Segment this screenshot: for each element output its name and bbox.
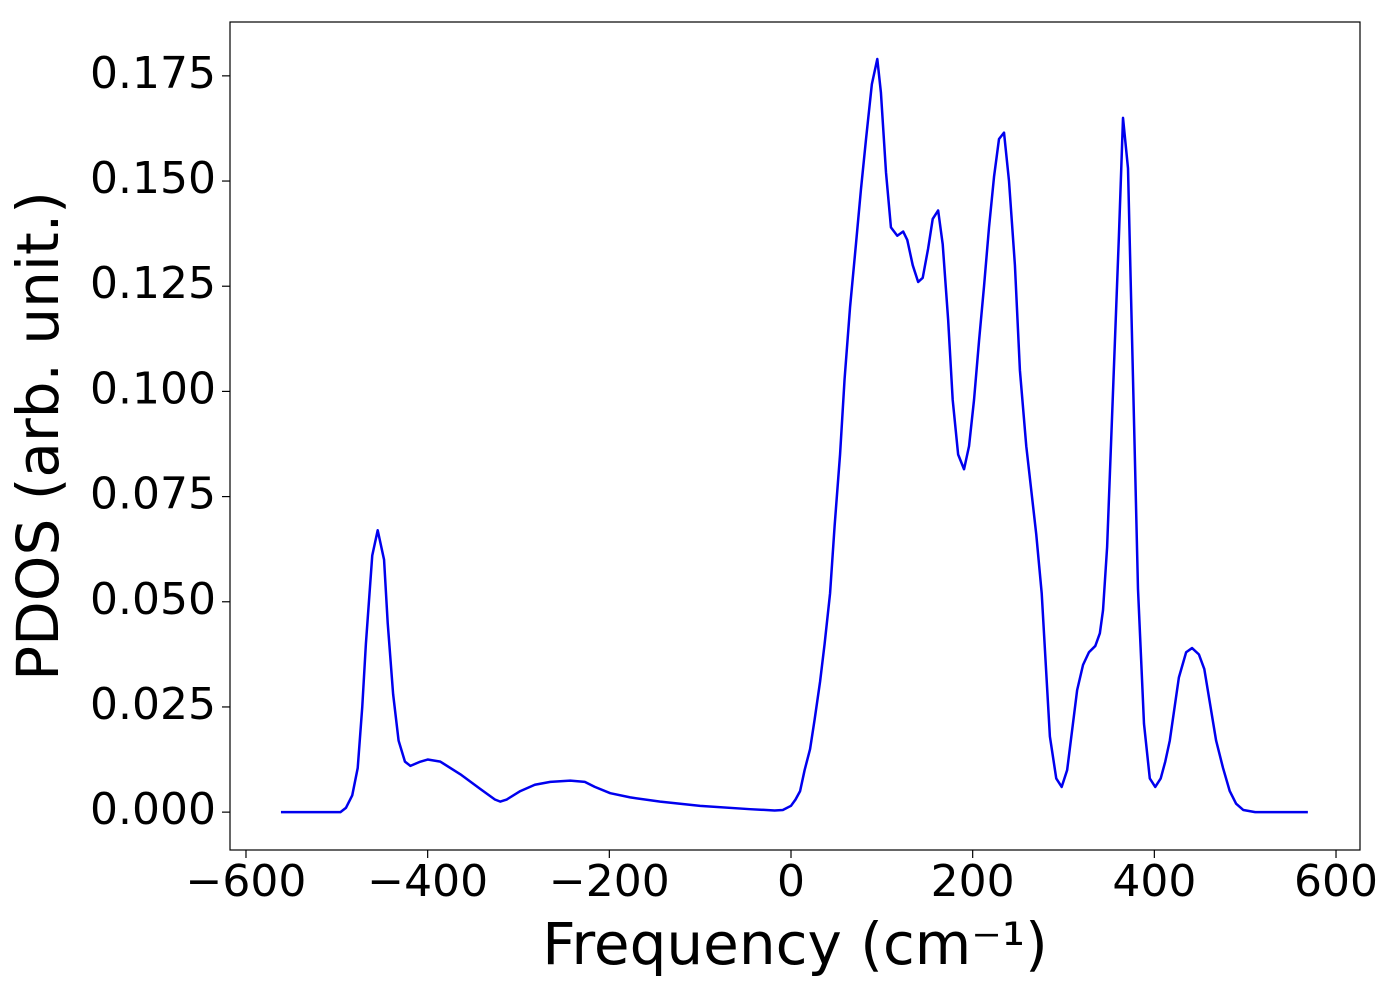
- x-tick-label: 0: [777, 856, 805, 907]
- y-tick-label: 0.075: [90, 469, 216, 520]
- x-tick-label: −200: [549, 856, 670, 907]
- y-tick-label: 0.025: [90, 679, 216, 730]
- y-tick-label: 0.100: [90, 363, 216, 414]
- y-tick-label: 0.050: [90, 574, 216, 625]
- line-series: [280, 57, 1308, 814]
- x-tick-label: 200: [931, 856, 1015, 907]
- y-tick-label: 0.000: [90, 784, 216, 835]
- plot-frame: [229, 21, 1361, 851]
- x-tick-label: −400: [367, 856, 488, 907]
- y-tick-label: 0.175: [90, 48, 216, 99]
- x-tick-label: −600: [186, 856, 307, 907]
- x-axis-label: Frequency (cm⁻¹): [542, 910, 1048, 978]
- x-tick-label: 400: [1112, 856, 1196, 907]
- x-tick-label: 600: [1294, 856, 1378, 907]
- y-axis-label: PDOS (arb. unit.): [4, 191, 72, 681]
- y-tick-label: 0.150: [90, 153, 216, 204]
- y-tick-label: 0.125: [90, 258, 216, 309]
